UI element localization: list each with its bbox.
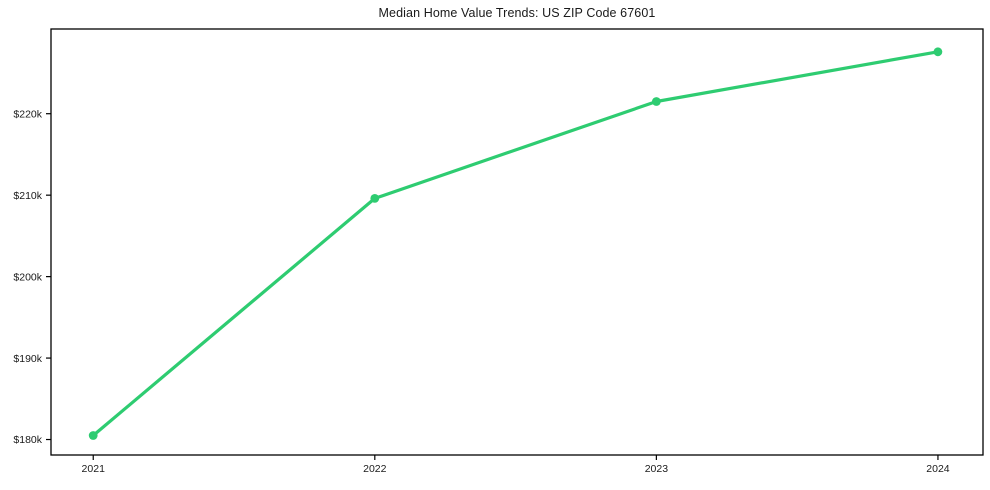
- y-axis-tick-label: $210k: [13, 190, 42, 202]
- data-point-marker: [370, 194, 380, 203]
- y-axis-tick-label: $220k: [13, 108, 42, 120]
- y-axis-tick-label: $200k: [13, 271, 42, 283]
- x-axis-tick-label: 2023: [645, 463, 669, 475]
- y-axis-tick-label: $190k: [13, 353, 42, 365]
- x-axis-tick-label: 2021: [82, 463, 106, 475]
- y-axis-tick-label: $180k: [13, 434, 42, 446]
- x-axis-tick-label: 2024: [926, 463, 950, 475]
- plot-border: [50, 28, 984, 456]
- data-point-marker: [652, 97, 661, 106]
- data-point-marker: [933, 47, 943, 57]
- trend-line: [91, 50, 940, 438]
- chart-title: Median Home Value Trends: US ZIP Code 67…: [378, 6, 656, 20]
- data-point-marker: [88, 431, 98, 440]
- x-axis-tick-label: 2022: [363, 463, 387, 475]
